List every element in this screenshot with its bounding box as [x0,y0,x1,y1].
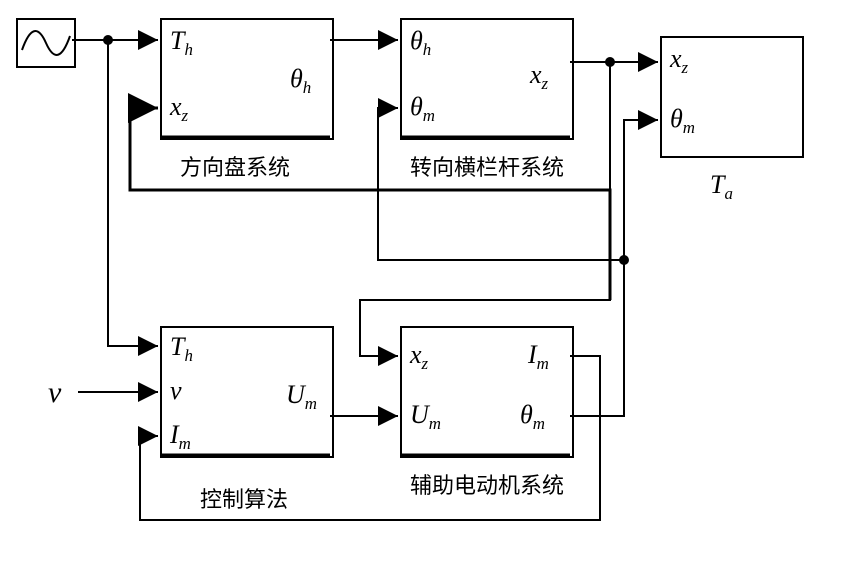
label-Im-ctrl: Im [170,420,191,450]
label-Ta: Ta [710,170,733,200]
edge-thm-to-output [624,120,658,260]
label-thh-steer-out: θh [290,64,311,94]
label-Im-motor: Im [528,340,549,370]
node-Th-branch [103,35,113,45]
label-thm-tie: θm [410,92,435,122]
label-xz-steer: xz [170,92,188,122]
node-xz-branch [605,57,615,67]
label-xz-motor: xz [410,340,428,370]
label-v-ctrl: v [170,376,182,406]
label-thh-tie: θh [410,26,431,56]
edge-Th-to-ctrl [108,40,158,346]
node-thm-branch [619,255,629,265]
source-box [16,18,76,68]
label-xz-out: xz [670,44,688,74]
edge-thm-up1 [570,260,624,416]
label-thm-motor: θm [520,400,545,430]
label-Um-motor: Um [410,400,441,430]
label-Th-steer: Th [170,26,193,56]
label-xz-tie-out: xz [530,60,548,90]
sine-icon [18,20,74,66]
label-Um-ctrl-out: Um [286,380,317,410]
caption-motor: 辅助电动机系统 [410,468,564,500]
label-thm-out: θm [670,104,695,134]
caption-tie: 转向横栏杆系统 [410,150,564,182]
caption-steering: 方向盘系统 [180,150,290,182]
label-Th-ctrl: Th [170,332,193,362]
label-v-ext: v [48,376,61,410]
caption-control: 控制算法 [200,482,288,514]
